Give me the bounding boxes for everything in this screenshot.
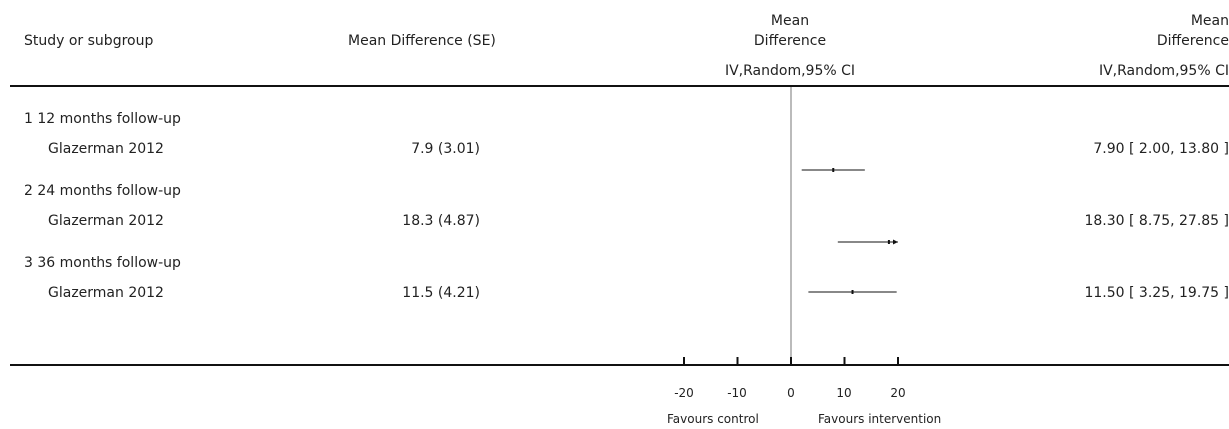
ci-group xyxy=(801,168,898,294)
point-estimate-3 xyxy=(851,290,854,294)
study-name-3: Glazerman 2012 xyxy=(48,285,164,301)
header-plot-title-line1: Mean xyxy=(770,13,810,29)
header-plot-title-line2: Difference xyxy=(753,33,827,49)
tick-label: 20 xyxy=(890,386,906,400)
header-result-title-line1: Mean xyxy=(1190,13,1229,29)
study-name-1: Glazerman 2012 xyxy=(48,141,164,157)
result-3: 11.50 [ 3.25, 19.75 ] xyxy=(1084,285,1229,301)
tick-label: -20 xyxy=(674,386,694,400)
favours-control-label: Favours control xyxy=(667,412,759,426)
subgroup-label-2: 2 24 months follow-up xyxy=(24,183,181,199)
point-estimate-1 xyxy=(832,168,835,172)
md-se-2: 18.3 (4.87) xyxy=(402,213,480,229)
header-result-method: IV,Random,95% CI xyxy=(1098,63,1229,79)
study-name-2: Glazerman 2012 xyxy=(48,213,164,229)
subgroup-label-1: 1 12 months follow-up xyxy=(24,111,181,127)
tick-label: 10 xyxy=(836,386,852,400)
header-mean-difference-se: Mean Difference (SE) xyxy=(348,33,496,49)
result-2: 18.30 [ 8.75, 27.85 ] xyxy=(1084,213,1229,229)
ci-arrow-2 xyxy=(893,239,898,245)
favours-intervention-label: Favours intervention xyxy=(818,412,942,426)
tick-label: 0 xyxy=(787,386,795,400)
header-plot-method: IV,Random,95% CI xyxy=(724,63,856,79)
tick-label: -10 xyxy=(727,386,747,400)
subgroup-label-3: 3 36 months follow-up xyxy=(24,255,181,271)
header-study: Study or subgroup xyxy=(24,33,154,49)
md-se-1: 7.9 (3.01) xyxy=(411,141,480,157)
md-se-3: 11.5 (4.21) xyxy=(402,285,480,301)
result-1: 7.90 [ 2.00, 13.80 ] xyxy=(1093,141,1229,157)
point-estimate-2 xyxy=(887,240,890,244)
header-result-title-line2: Difference xyxy=(1156,33,1229,49)
x-axis xyxy=(683,357,899,365)
